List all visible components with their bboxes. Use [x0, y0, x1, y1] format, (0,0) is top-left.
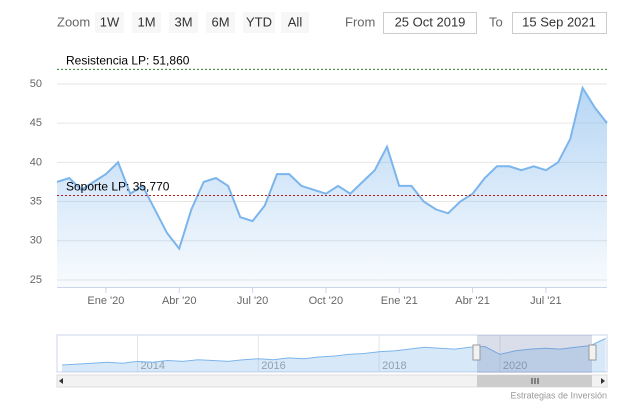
- zoom-button[interactable]: All: [281, 12, 309, 33]
- from-input[interactable]: [383, 12, 477, 34]
- scrollbar[interactable]: [56, 374, 608, 388]
- zoom-button[interactable]: 6M: [206, 12, 235, 33]
- credit: Estrategias de Inversión: [510, 390, 607, 400]
- y-tick-label: 45: [30, 117, 42, 129]
- button-bg[interactable]: [243, 12, 275, 33]
- navigator: 2014 2016 2018 2020: [56, 334, 608, 373]
- plot-line-label: Soporte LP: 35,770: [66, 180, 170, 194]
- x-tick-label: Ene '21: [381, 295, 418, 307]
- y-tick-label: 30: [30, 235, 42, 247]
- zoom-button[interactable]: 1W: [95, 12, 124, 33]
- x-tick-label: Jul '20: [237, 295, 268, 307]
- from-label: From: [345, 14, 375, 29]
- navigator-line: [61, 338, 606, 366]
- y-tick-label: 35: [30, 195, 42, 207]
- button-bg[interactable]: [95, 12, 124, 33]
- x-tick-label: Jul '21: [530, 295, 561, 307]
- y-tick-label: 50: [30, 78, 42, 90]
- zoom-button[interactable]: 3M: [169, 12, 198, 33]
- zoom-button[interactable]: 1M: [132, 12, 161, 33]
- from-value[interactable]: 25 Oct 2019: [395, 14, 466, 29]
- button-bg[interactable]: [206, 12, 235, 33]
- price-line: [56, 85, 608, 251]
- navigator-label: 2016: [261, 360, 285, 372]
- to-input[interactable]: [512, 12, 607, 34]
- navigator-area: [62, 338, 606, 372]
- main-plot: 25 30 35 40 45 50 Ene '20 Abr '20 Jul '20 Oct '20…: [30, 54, 608, 307]
- navigator-label: 2018: [382, 360, 406, 372]
- to-label: To: [489, 14, 503, 29]
- zoom-buttons: 1W 1M 3M 6M YTD All: [95, 12, 309, 33]
- navigator-handle[interactable]: [588, 344, 597, 361]
- to-value[interactable]: 15 Sep 2021: [522, 14, 596, 29]
- button-label[interactable]: All: [288, 14, 303, 29]
- plot-line-label: Resistencia LP: 51,860: [66, 54, 190, 68]
- navigator-mask[interactable]: [477, 335, 592, 373]
- button-bg[interactable]: [281, 12, 309, 33]
- button-label[interactable]: 1W: [100, 14, 120, 29]
- zoom-label: Zoom: [57, 14, 90, 29]
- y-tick-label: 25: [30, 274, 42, 286]
- navigator-label: 2020: [503, 360, 527, 372]
- scrollbar-grip: [531, 378, 539, 384]
- zoom-button[interactable]: YTD: [243, 12, 275, 33]
- x-tick-label: Abr '20: [162, 295, 197, 307]
- navigator-bg: [56, 334, 608, 373]
- button-label[interactable]: 3M: [174, 14, 192, 29]
- navigator-handle[interactable]: [472, 344, 481, 361]
- x-tick-label: Abr '21: [455, 295, 490, 307]
- button-bg[interactable]: [169, 12, 198, 33]
- button-label[interactable]: 6M: [211, 14, 229, 29]
- button-label[interactable]: 1M: [137, 14, 155, 29]
- button-label[interactable]: YTD: [246, 14, 272, 29]
- area-fill: [57, 87, 607, 288]
- y-tick-label: 40: [30, 156, 42, 168]
- button-bg[interactable]: [132, 12, 161, 33]
- navigator-label: 2014: [141, 360, 165, 372]
- x-tick-label: Ene '20: [87, 295, 124, 307]
- x-tick-label: Oct '20: [309, 295, 344, 307]
